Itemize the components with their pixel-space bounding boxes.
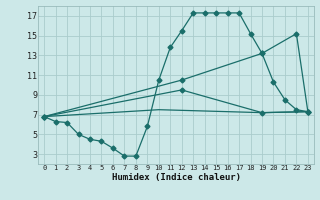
- X-axis label: Humidex (Indice chaleur): Humidex (Indice chaleur): [111, 173, 241, 182]
